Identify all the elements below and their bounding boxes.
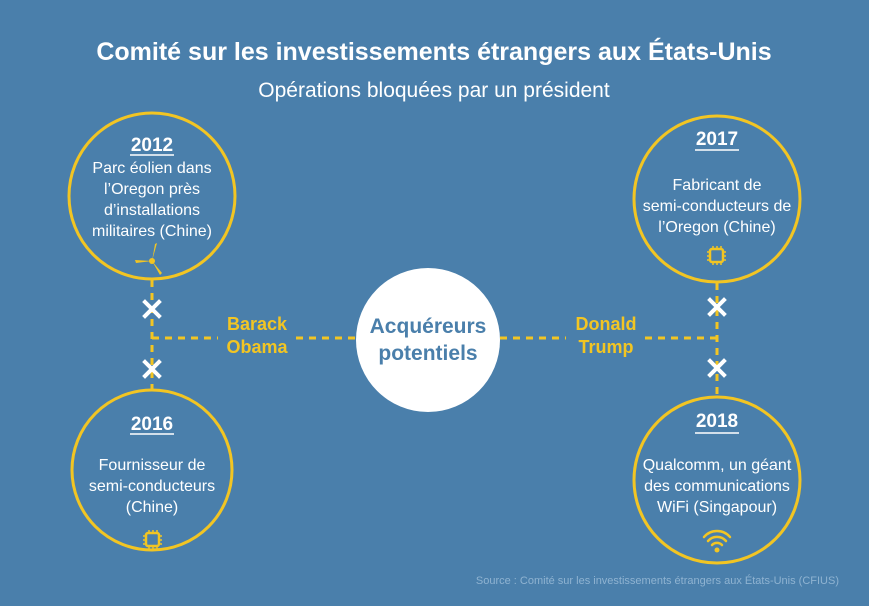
page-subtitle: Opérations bloquées par un président — [258, 79, 610, 102]
deal-2017: 2017 Fabricant de semi-conducteurs de l’Or… — [632, 114, 802, 284]
deal-description: Fabricant de semi-conducteurs de l’Oregon … — [643, 177, 792, 236]
deal-year: 2016 — [131, 414, 173, 435]
deal-description: Parc éolien dans l’Oregon près d’installat… — [92, 160, 212, 240]
deal-2018: 2018 Qualcomm, un géant des communication… — [632, 395, 802, 565]
deal-description: Fournisseur de semi-conducteurs (Chine) — [89, 457, 215, 516]
source-note: Source : Comité sur les investissements … — [476, 574, 839, 587]
deal-year: 2018 — [696, 411, 738, 432]
president-label-trump: Donald Trump — [576, 314, 637, 357]
blocked-x-icon — [707, 297, 727, 317]
president-label-obama: Barack Obama — [226, 314, 288, 357]
wifi-icon — [702, 529, 732, 553]
blocked-x-icon — [142, 299, 162, 319]
deal-year: 2012 — [131, 135, 173, 156]
center-label: Acquéreurs potentiels — [370, 315, 487, 365]
blocked-x-icon — [142, 359, 162, 379]
deal-2012: 2012 Parc éolien dans l’Oregon près d’inst… — [67, 111, 237, 281]
chip-icon — [707, 246, 726, 265]
center-circle — [356, 268, 500, 412]
blocked-x-icon — [707, 358, 727, 378]
chip-icon — [143, 530, 162, 549]
deal-year: 2017 — [696, 129, 738, 150]
deal-2016: 2016 Fournisseur de semi-conducteurs (Chin… — [70, 388, 234, 552]
page-title: Comité sur les investissements étrangers… — [96, 37, 771, 66]
connectors — [150, 280, 719, 396]
deal-description: Qualcomm, un géant des communications WiFi… — [643, 457, 792, 516]
wind-turbine-icon — [135, 243, 162, 275]
